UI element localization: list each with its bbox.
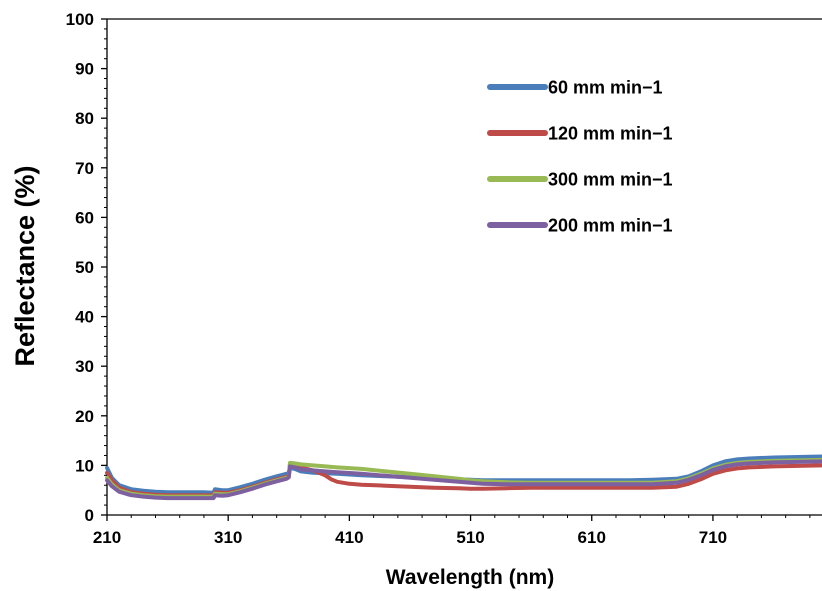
legend-label-2: 120 mm min−1 <box>548 124 673 144</box>
legend-label-1: 60 mm min−1 <box>548 78 663 98</box>
series-layer <box>105 454 822 501</box>
x-tick-label: 410 <box>335 528 363 547</box>
y-tick-label: 30 <box>75 357 94 376</box>
x-tick-label: 210 <box>93 528 121 547</box>
x-tick-label: 710 <box>699 528 727 547</box>
y-axis-title: Reflectance (%) <box>10 165 40 366</box>
x-axis-title: Wavelength (nm) <box>386 566 554 589</box>
x-tick-label: 510 <box>456 528 484 547</box>
y-tick-label: 80 <box>75 109 94 128</box>
y-tick-label: 100 <box>66 10 94 29</box>
x-tick-label: 610 <box>578 528 606 547</box>
y-tick-label: 20 <box>75 407 94 426</box>
legend: 60 mm min−1 120 mm min−1 300 mm min−1 200 m… <box>487 78 673 236</box>
y-tick-label: 60 <box>75 208 94 227</box>
series-line-4 <box>105 459 822 501</box>
y-tick-label: 90 <box>75 60 94 79</box>
axis-layer: 0 10 20 30 40 50 60 70 80 90 100 210 310 410 510 610 710 <box>66 10 811 547</box>
legend-label-4: 200 mm min−1 <box>548 216 673 236</box>
y-tick-label: 70 <box>75 159 94 178</box>
y-tick-label: 40 <box>75 308 94 327</box>
y-tick-label: 0 <box>85 506 94 525</box>
y-tick-label: 10 <box>75 456 94 475</box>
y-tick-label: 50 <box>75 258 94 277</box>
legend-label-3: 300 mm min−1 <box>548 170 673 190</box>
x-tick-label: 310 <box>214 528 242 547</box>
